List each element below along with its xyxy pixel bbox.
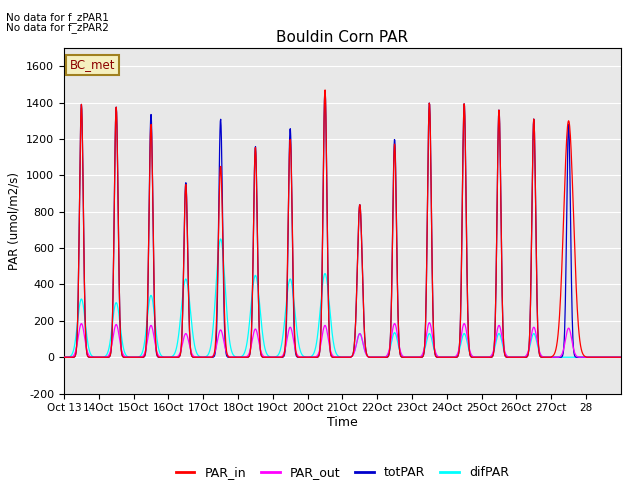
X-axis label: Time: Time [327, 416, 358, 429]
Text: No data for f_zPAR1: No data for f_zPAR1 [6, 12, 109, 23]
Y-axis label: PAR (umol/m2/s): PAR (umol/m2/s) [8, 172, 20, 270]
Text: BC_met: BC_met [70, 59, 115, 72]
Text: No data for f_zPAR2: No data for f_zPAR2 [6, 22, 109, 33]
Title: Bouldin Corn PAR: Bouldin Corn PAR [276, 30, 408, 46]
Legend: PAR_in, PAR_out, totPAR, difPAR: PAR_in, PAR_out, totPAR, difPAR [171, 461, 514, 480]
